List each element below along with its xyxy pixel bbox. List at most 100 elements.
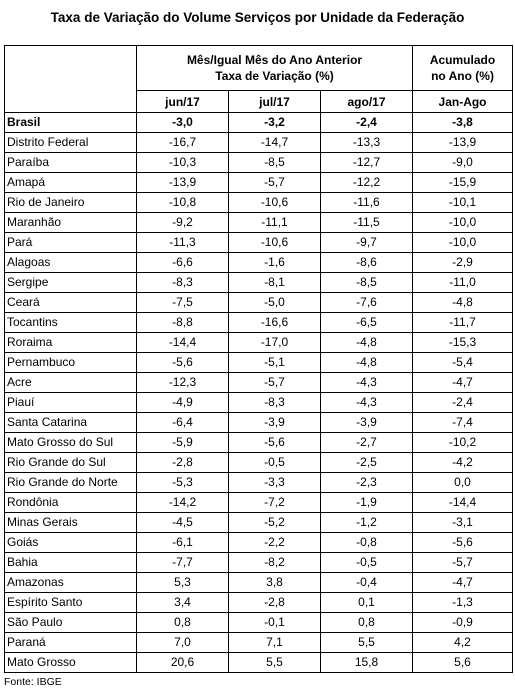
table-row: São Paulo 0,8 -0,1 0,8 -0,9: [4, 612, 514, 633]
table-row: Bahia -7,7 -8,2 -0,5 -5,7: [4, 552, 514, 573]
state-cell: Roraima: [4, 332, 137, 353]
table-row: Maranhão -9,2 -11,1 -11,5 -10,0: [4, 212, 514, 233]
accumulated-value-cell: -10,0: [412, 232, 514, 253]
state-cell: Pará: [4, 232, 137, 253]
jun-value-cell: -2,8: [136, 452, 229, 473]
jul-value-cell: -14,7: [228, 132, 321, 153]
table-row: Amapá -13,9 -5,7 -12,2 -15,9: [4, 172, 514, 193]
accumulated-group-header: Acumulado no Ano (%): [412, 45, 514, 91]
ago-value-cell: 5,5: [319, 632, 414, 653]
jun-value-cell: -4,5: [136, 512, 229, 533]
jun-value-cell: -7,5: [136, 292, 229, 313]
jul-value-cell: -8,5: [228, 152, 321, 173]
ago-value-cell: -8,5: [319, 272, 414, 293]
state-cell: Distrito Federal: [4, 132, 137, 153]
state-cell: Piauí: [4, 392, 137, 413]
ago-value-cell: -6,5: [319, 312, 414, 333]
jun-value-cell: 0,8: [136, 612, 229, 633]
table-row: Rondônia -14,2 -7,2 -1,9 -14,4: [4, 492, 514, 513]
jul-value-cell: -5,2: [228, 512, 321, 533]
state-cell: Rio Grande do Sul: [4, 452, 137, 473]
jun-value-cell: -5,3: [136, 472, 229, 493]
table-row: Distrito Federal -16,7 -14,7 -13,3 -13,9: [4, 132, 514, 153]
accumulated-value-cell: -5,6: [412, 532, 514, 553]
state-cell: Paraíba: [4, 152, 137, 173]
state-cell: Rondônia: [4, 492, 137, 513]
state-cell: Ceará: [4, 292, 137, 313]
table-row: Espírito Santo 3,4 -2,8 0,1 -1,3: [4, 592, 514, 613]
table-row: Santa Catarina -6,4 -3,9 -3,9 -7,4: [4, 412, 514, 433]
state-cell: Amazonas: [4, 572, 137, 593]
column-header-jul: jul/17: [228, 90, 321, 113]
column-header-ago: ago/17: [319, 90, 414, 113]
jul-value-cell: -5,7: [228, 172, 321, 193]
table-row: Ceará -7,5 -5,0 -7,6 -4,8: [4, 292, 514, 313]
state-cell: São Paulo: [4, 612, 137, 633]
accumulated-group-line1: Acumulado: [429, 53, 496, 67]
jul-value-cell: -0,5: [228, 452, 321, 473]
ago-value-cell: -2,7: [319, 432, 414, 453]
jul-value-cell: -7,2: [228, 492, 321, 513]
state-column-header: [4, 45, 137, 113]
state-cell: Alagoas: [4, 252, 137, 273]
source-note: Fonte: IBGE: [4, 676, 62, 688]
table-row: Brasil -3,0 -3,2 -2,4 -3,8: [4, 112, 514, 133]
table-row: Roraima -14,4 -17,0 -4,8 -15,3: [4, 332, 514, 353]
accumulated-value-cell: 0,0: [412, 472, 514, 493]
ago-value-cell: 0,8: [319, 612, 414, 633]
jun-value-cell: -10,3: [136, 152, 229, 173]
jul-value-cell: -8,2: [228, 552, 321, 573]
accumulated-value-cell: -10,0: [412, 212, 514, 233]
ago-value-cell: -1,2: [319, 512, 414, 533]
state-cell: Espírito Santo: [4, 592, 137, 613]
table-row: Mato Grosso do Sul -5,9 -5,6 -2,7 -10,2: [4, 432, 514, 453]
accumulated-value-cell: -3,1: [412, 512, 514, 533]
ago-value-cell: -4,3: [319, 372, 414, 393]
ago-value-cell: 0,1: [319, 592, 414, 613]
table-row: Sergipe -8,3 -8,1 -8,5 -11,0: [4, 272, 514, 293]
state-cell: Maranhão: [4, 212, 137, 233]
table-row: Goiás -6,1 -2,2 -0,8 -5,6: [4, 532, 514, 553]
table-title: Taxa de Variação do Volume Serviços por …: [50, 10, 465, 25]
ago-value-cell: -2,4: [319, 112, 414, 133]
accumulated-value-cell: -4,2: [412, 452, 514, 473]
accumulated-value-cell: -13,9: [412, 132, 514, 153]
state-cell: Minas Gerais: [4, 512, 137, 533]
accumulated-value-cell: -0,9: [412, 612, 514, 633]
accumulated-value-cell: 5,6: [412, 652, 514, 673]
accumulated-value-cell: -2,9: [412, 252, 514, 273]
jul-value-cell: -2,2: [228, 532, 321, 553]
ago-value-cell: -7,6: [319, 292, 414, 313]
jul-value-cell: -0,1: [228, 612, 321, 633]
state-cell: Sergipe: [4, 272, 137, 293]
ago-value-cell: -4,3: [319, 392, 414, 413]
jun-value-cell: -9,2: [136, 212, 229, 233]
jun-value-cell: 3,4: [136, 592, 229, 613]
table-row: Alagoas -6,6 -1,6 -8,6 -2,9: [4, 252, 514, 273]
table-row: Piauí -4,9 -8,3 -4,3 -2,4: [4, 392, 514, 413]
state-cell: Mato Grosso: [4, 652, 137, 673]
jul-value-cell: -16,6: [228, 312, 321, 333]
accumulated-value-cell: -15,9: [412, 172, 514, 193]
accumulated-value-cell: -1,3: [412, 592, 514, 613]
accumulated-value-cell: -10,1: [412, 192, 514, 213]
accumulated-value-cell: -4,7: [412, 372, 514, 393]
accumulated-value-cell: -2,4: [412, 392, 514, 413]
accumulated-value-cell: -9,0: [412, 152, 514, 173]
jul-value-cell: -8,1: [228, 272, 321, 293]
state-cell: Acre: [4, 372, 137, 393]
table-row: Acre -12,3 -5,7 -4,3 -4,7: [4, 372, 514, 393]
jun-value-cell: -3,0: [136, 112, 229, 133]
ago-value-cell: -1,9: [319, 492, 414, 513]
jun-value-cell: -8,3: [136, 272, 229, 293]
jun-value-cell: -16,7: [136, 132, 229, 153]
jun-value-cell: -11,3: [136, 232, 229, 253]
jun-value-cell: -5,9: [136, 432, 229, 453]
state-cell: Goiás: [4, 532, 137, 553]
table-row: Amazonas 5,3 3,8 -0,4 -4,7: [4, 572, 514, 593]
jul-value-cell: -10,6: [228, 232, 321, 253]
jul-value-cell: -5,0: [228, 292, 321, 313]
jun-value-cell: 7,0: [136, 632, 229, 653]
accumulated-value-cell: -4,8: [412, 292, 514, 313]
ago-value-cell: -2,3: [319, 472, 414, 493]
